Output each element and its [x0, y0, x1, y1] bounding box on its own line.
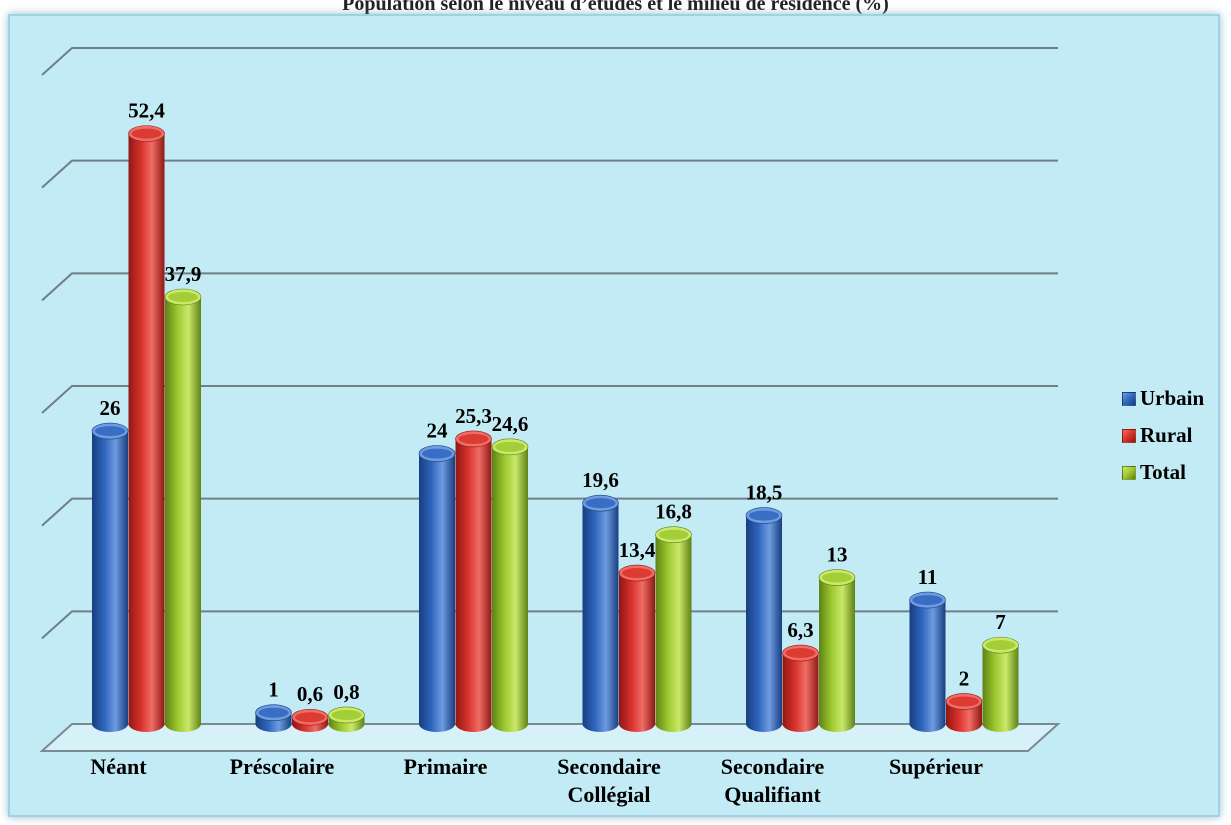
bars	[91, 125, 1019, 732]
gridline	[41, 47, 1058, 76]
bar-total-neant	[164, 288, 202, 732]
legend-label-rural: Rural	[1140, 423, 1193, 447]
bar-rural-neant	[128, 125, 165, 732]
category-label-secondaire-qualifiant: Secondaire Qualifiant	[721, 754, 825, 807]
bar-urbain-secondaire-qualifiant	[745, 507, 783, 732]
data-label-urbain-neant: 26	[100, 396, 121, 420]
data-label-urbain-superieur: 11	[918, 565, 938, 589]
gridline	[41, 385, 1058, 414]
bar-rural-secondaire-collegial	[618, 564, 656, 732]
legend-item-total: Total	[1122, 454, 1204, 491]
data-label-total-neant: 37,9	[165, 262, 202, 286]
data-label-rural-secondaire-qualifiant: 6,3	[787, 618, 813, 642]
bar-total-superieur	[982, 636, 1019, 732]
data-label-urbain-secondaire-collegial: 19,6	[582, 468, 619, 492]
bar-urbain-neant	[91, 422, 129, 732]
gridline	[41, 497, 1058, 527]
data-label-urbain-secondaire-qualifiant: 18,5	[746, 481, 783, 505]
chart-area: 26 52,4 37,9 1 0,6 0,8 24 25,3 24,6 19,6 13,4 16,8 1…	[8, 14, 1220, 817]
legend: Urbain Rural Total	[1122, 380, 1204, 491]
gridline	[41, 272, 1058, 302]
gridline	[41, 159, 1058, 189]
bar-urbain-primaire	[418, 445, 456, 732]
data-label-rural-primaire: 25,3	[455, 404, 492, 428]
legend-item-rural: Rural	[1122, 417, 1204, 454]
category-label-neant: Néant	[90, 754, 147, 779]
bar-rural-secondaire-qualifiant	[782, 644, 819, 732]
legend-swatch-rural	[1122, 428, 1136, 443]
data-label-rural-superieur: 2	[959, 666, 970, 690]
data-label-rural-prescolaire: 0,6	[297, 682, 323, 706]
gridlines	[41, 47, 1058, 640]
data-label-total-primaire: 24,6	[492, 412, 529, 436]
legend-swatch-total	[1122, 465, 1136, 480]
data-label-urbain-prescolaire: 1	[268, 678, 279, 702]
category-label-superieur: Supérieur	[889, 754, 983, 779]
bar-urbain-secondaire-collegial	[582, 494, 619, 732]
gridline	[41, 610, 1058, 640]
legend-label-total: Total	[1140, 460, 1186, 484]
legend-label-urbain: Urbain	[1140, 386, 1205, 410]
data-label-rural-secondaire-collegial: 13,4	[619, 538, 656, 562]
bar-total-primaire	[491, 438, 529, 732]
data-label-total-prescolaire: 0,8	[333, 680, 359, 704]
bar-urbain-prescolaire	[255, 704, 292, 732]
bar-urbain-superieur	[909, 591, 946, 732]
bar-total-prescolaire	[328, 706, 365, 732]
data-label-rural-neant: 52,4	[128, 99, 165, 123]
bar-rural-primaire	[455, 430, 492, 732]
category-labels: Néant Préscolaire Primaire Secondaire Collég…	[90, 754, 983, 807]
bar-rural-superieur	[945, 693, 983, 732]
data-label-total-secondaire-qualifiant: 13	[827, 543, 848, 567]
bar-total-secondaire-collegial	[655, 526, 692, 732]
data-label-urbain-primaire: 24	[427, 419, 449, 443]
data-label-total-superieur: 7	[995, 610, 1006, 634]
chart-title: Population selon le niveau d’études et l…	[342, 0, 889, 15]
legend-swatch-urbain	[1122, 391, 1136, 406]
category-label-prescolaire: Préscolaire	[230, 754, 335, 779]
bar-total-secondaire-qualifiant	[818, 569, 856, 732]
category-label-secondaire-collegial: Secondaire Collégial	[557, 754, 661, 807]
bar-rural-prescolaire	[291, 708, 329, 732]
data-label-total-secondaire-collegial: 16,8	[655, 500, 692, 524]
legend-item-urbain: Urbain	[1122, 380, 1204, 417]
category-label-primaire: Primaire	[404, 754, 488, 779]
